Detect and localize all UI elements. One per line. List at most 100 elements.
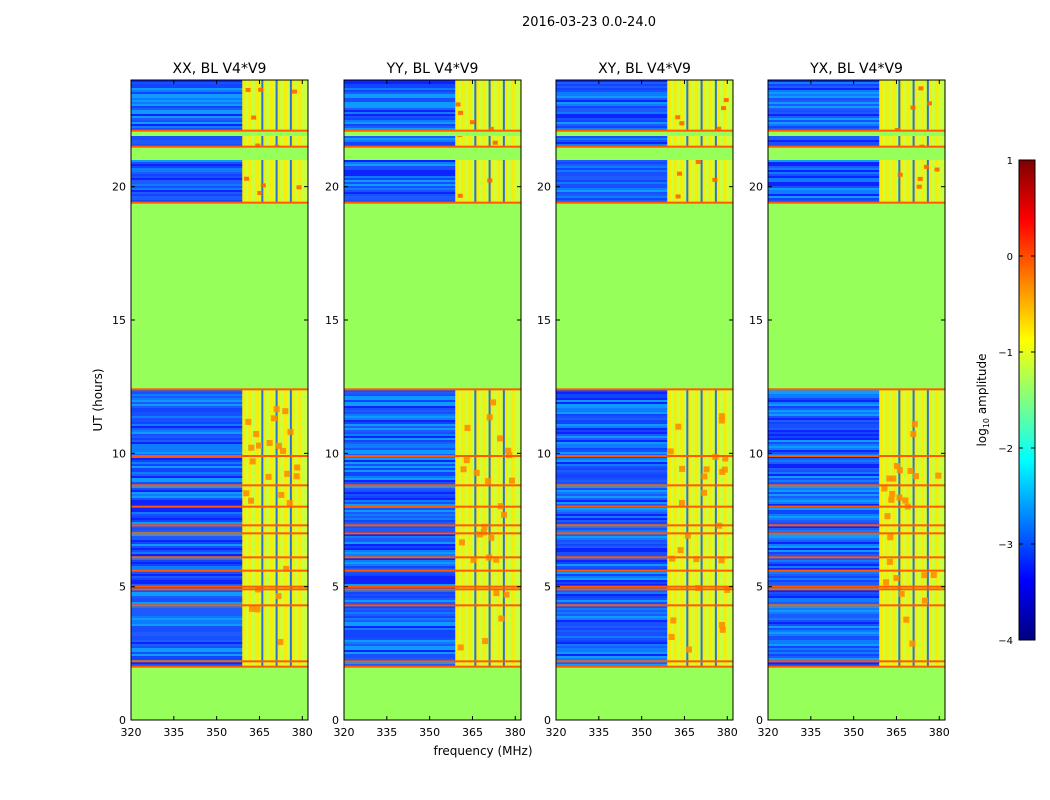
noise-stripe — [768, 518, 945, 520]
noise-stripe — [556, 192, 733, 194]
rfi-line — [556, 484, 733, 487]
noise-stripe — [344, 646, 521, 648]
rfi-hotspot — [490, 399, 497, 406]
noise-stripe — [768, 98, 945, 100]
rfi-hotspot — [716, 126, 722, 131]
rfi-channel — [935, 80, 939, 720]
y-tick-label: 10 — [749, 447, 763, 460]
noise-stripe — [768, 114, 945, 116]
noise-stripe — [131, 560, 308, 562]
noise-stripe — [344, 562, 521, 564]
noise-stripe — [131, 622, 308, 624]
noise-stripe — [131, 616, 308, 618]
noise-stripe — [131, 186, 308, 188]
rfi-line — [344, 556, 521, 559]
noise-stripe — [131, 510, 308, 512]
rfi-line — [768, 505, 945, 508]
rfi-hotspot — [693, 556, 700, 563]
rfi-hotspot — [243, 490, 250, 497]
noise-stripe — [344, 422, 521, 424]
noise-stripe — [131, 626, 308, 628]
rfi-hotspot — [260, 183, 266, 188]
rfi-channel — [701, 80, 706, 720]
rfi-line — [131, 505, 308, 508]
rfi-hotspot — [488, 534, 495, 541]
noise-stripe — [344, 504, 521, 506]
noise-stripe — [556, 398, 733, 400]
noise-stripe — [768, 542, 945, 544]
rfi-line — [131, 455, 308, 457]
noise-stripe — [768, 566, 945, 568]
noise-stripe — [768, 642, 945, 644]
noise-stripe — [556, 190, 733, 192]
noise-stripe — [556, 102, 733, 104]
noise-stripe — [556, 590, 733, 592]
noise-stripe — [768, 160, 945, 162]
noise-stripe — [131, 440, 308, 442]
noise-stripe — [131, 620, 308, 622]
noise-stripe — [344, 534, 521, 536]
rfi-hotspot — [501, 511, 508, 518]
noise-stripe — [768, 404, 945, 406]
noise-stripe — [344, 658, 521, 660]
x-tick-label: 365 — [462, 726, 483, 739]
noise-stripe — [556, 530, 733, 532]
rfi-hotspot — [721, 466, 728, 473]
noise-stripe — [768, 476, 945, 478]
noise-stripe — [131, 566, 308, 568]
y-tick-label: 15 — [749, 314, 763, 327]
noise-stripe — [131, 594, 308, 596]
noise-stripe — [556, 184, 733, 186]
noise-stripe — [556, 94, 733, 96]
rfi-hotspot — [294, 464, 301, 471]
noise-stripe — [556, 424, 733, 426]
rfi-line — [768, 524, 945, 527]
y-tick-label: 15 — [112, 314, 126, 327]
noise-stripe — [556, 460, 733, 462]
noise-stripe — [556, 584, 733, 586]
noise-stripe — [556, 616, 733, 618]
noise-stripe — [131, 166, 308, 168]
rfi-hotspot — [503, 591, 510, 598]
noise-stripe — [344, 590, 521, 592]
noise-stripe — [768, 482, 945, 484]
noise-stripe — [768, 412, 945, 414]
noise-stripe — [131, 120, 308, 122]
colorbar-tick-label: −2 — [998, 444, 1013, 455]
x-tick-label: 335 — [800, 726, 821, 739]
rfi-hotspot — [675, 423, 682, 430]
noise-stripe — [556, 136, 733, 138]
noise-stripe — [768, 104, 945, 106]
noise-stripe — [556, 536, 733, 538]
panel-2: YY, BL V4*V9 320 335 350 365 380 0 5 10 15 20 — [325, 61, 526, 739]
noise-stripe — [768, 538, 945, 540]
noise-stripe — [768, 632, 945, 634]
rfi-hotspot — [280, 447, 287, 454]
colorbar-label-suffix: amplitude — [975, 354, 989, 418]
noise-stripe — [556, 518, 733, 520]
noise-stripe — [768, 432, 945, 434]
noise-stripe — [556, 422, 733, 424]
rfi-hotspot — [888, 496, 895, 503]
y-tick-label: 15 — [325, 314, 339, 327]
noise-stripe — [131, 434, 308, 436]
rfi-hotspot — [896, 494, 903, 501]
noise-stripe — [131, 576, 308, 578]
noise-stripe — [768, 490, 945, 492]
rfi-line — [131, 660, 308, 663]
noise-stripe — [768, 636, 945, 638]
noise-stripe — [131, 92, 308, 94]
noise-stripe — [556, 572, 733, 574]
noise-stripe — [131, 188, 308, 190]
rfi-hotspot — [918, 86, 924, 91]
noise-stripe — [344, 662, 521, 664]
rfi-line — [344, 588, 521, 591]
rfi-hotspot — [473, 469, 480, 476]
panel-title: XY, BL V4*V9 — [598, 61, 691, 77]
noise-stripe — [768, 80, 945, 82]
noise-stripe — [768, 392, 945, 394]
noise-stripe — [131, 554, 308, 556]
flagged-region — [131, 666, 308, 720]
rfi-line — [768, 660, 945, 663]
noise-stripe — [131, 628, 308, 630]
